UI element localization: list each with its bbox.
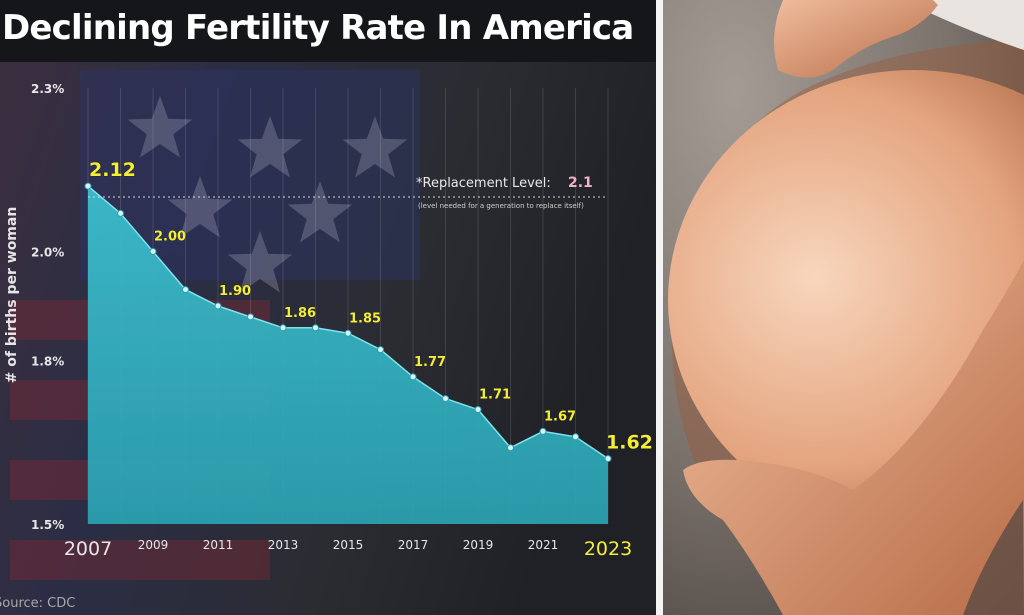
data-point: [474, 406, 482, 414]
data-point: [149, 248, 157, 255]
data-label: 1.85: [349, 311, 381, 326]
x-tick-label: 2013: [268, 538, 299, 552]
chart-title: Declining Fertility Rate In America: [2, 8, 634, 48]
data-label: 1.71: [479, 388, 511, 403]
data-point: [442, 395, 449, 403]
data-point: [182, 286, 189, 294]
title-bar: Declining Fertility Rate In America: [0, 0, 656, 62]
x-tick-label: 2019: [463, 538, 494, 552]
data-point: [279, 324, 287, 332]
flag-star: [287, 181, 353, 243]
area-series: [88, 186, 608, 524]
x-tick-label: 2015: [333, 538, 364, 552]
x-tick-label: 2021: [528, 538, 559, 552]
y-tick-label: 2.3%: [31, 82, 64, 96]
y-tick-label: 1.8%: [31, 355, 64, 369]
y-tick-label: 2.0%: [31, 246, 64, 260]
data-point: [539, 427, 547, 435]
data-point: [312, 324, 319, 332]
data-label: 1.77: [414, 355, 446, 370]
x-tick-label: 2007: [64, 538, 112, 560]
x-tick-label: 2017: [398, 538, 429, 552]
flag-star: [237, 116, 303, 178]
upper-hand: [774, 0, 938, 78]
data-label: 1.86: [284, 306, 316, 321]
replacement-level-label: *Replacement Level:: [416, 176, 551, 191]
x-tick-label: 2011: [203, 538, 234, 552]
flag-star: [167, 176, 233, 238]
data-point: [409, 373, 417, 381]
data-label: 2.00: [154, 230, 186, 245]
lower-arm: [683, 260, 1024, 615]
data-label: 2.12: [89, 159, 136, 181]
data-point: [117, 209, 124, 217]
x-tick-label: 2023: [584, 538, 632, 560]
data-point: [214, 302, 222, 310]
y-tick-label: 1.5%: [31, 518, 64, 532]
data-point: [604, 455, 612, 463]
data-point: [344, 329, 352, 337]
flag-star: [227, 231, 293, 293]
flag-star: [342, 116, 408, 178]
data-point: [377, 346, 384, 354]
source-note: Source: CDC: [0, 596, 75, 611]
pregnant-belly-illustration: [663, 0, 1024, 615]
flag-star: [127, 96, 193, 158]
pregnancy-photo: [663, 0, 1024, 615]
data-label: 1.90: [219, 284, 251, 299]
data-label: 1.67: [544, 409, 576, 424]
x-tick-label: 2009: [138, 538, 169, 552]
data-label: 1.62: [606, 432, 653, 454]
chart-panel: *Replacement Level: 2.1 (level needed for …: [0, 0, 656, 615]
data-point: [84, 182, 92, 190]
data-point: [247, 313, 254, 321]
panel-divider: [656, 0, 663, 615]
garment: [903, 0, 1024, 50]
fertility-chart: *Replacement Level: 2.1 (level needed for …: [0, 0, 656, 615]
data-point: [507, 444, 514, 452]
data-point: [572, 433, 579, 441]
star-decoration: [127, 96, 408, 293]
replacement-level-note: (level needed for a generation to replac…: [418, 202, 584, 210]
y-axis-label: # of births per woman: [4, 207, 20, 384]
replacement-level-value: 2.1: [568, 175, 593, 191]
